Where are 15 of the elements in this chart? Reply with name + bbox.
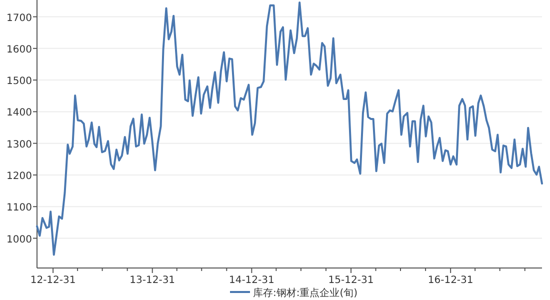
y-tick-label: 1200 bbox=[6, 170, 32, 182]
y-tick-label: 1400 bbox=[6, 108, 32, 119]
x-tick-label: 15-12-31 bbox=[328, 275, 374, 286]
x-tick-label: 14-12-31 bbox=[228, 275, 274, 286]
x-tick-label: 16-12-31 bbox=[428, 275, 474, 286]
x-tick-label: 13-12-31 bbox=[130, 275, 176, 286]
legend-label: 库存:钢材:重点企业(旬) bbox=[253, 287, 358, 299]
x-tick-label: 12-12-31 bbox=[30, 275, 76, 286]
y-tick-label: 1000 bbox=[6, 234, 32, 246]
legend: 库存:钢材:重点企业(旬) bbox=[230, 288, 358, 299]
y-tick-label: 1500 bbox=[6, 76, 32, 88]
y-tick-label: 1100 bbox=[6, 202, 32, 214]
y-tick-label: 1700 bbox=[6, 12, 32, 24]
y-tick-label: 1300 bbox=[6, 139, 32, 150]
y-tick-label: 1600 bbox=[6, 44, 32, 56]
